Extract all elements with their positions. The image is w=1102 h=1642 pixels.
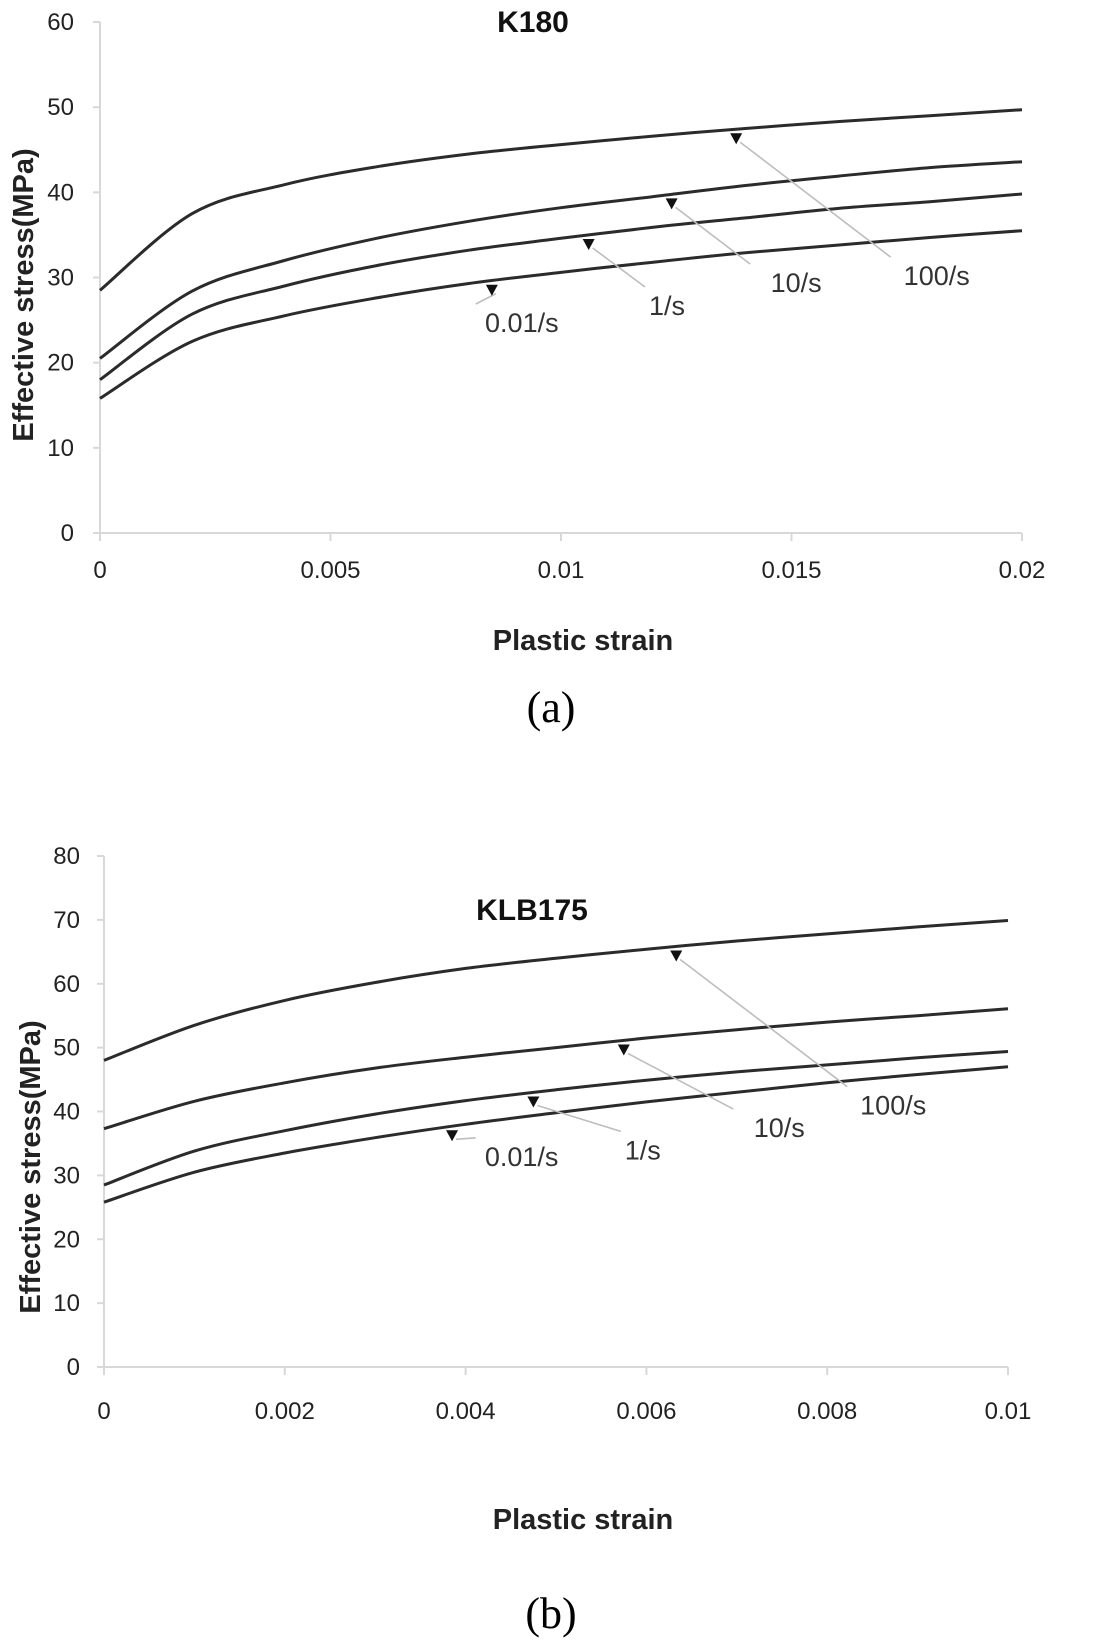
arrow-marker-1-s bbox=[582, 239, 595, 251]
leader-line-100-s bbox=[739, 141, 892, 258]
series-line-1-s bbox=[99, 192, 1023, 381]
x-axis-title: Plastic strain bbox=[493, 625, 674, 657]
series-line-0-01-s bbox=[103, 1065, 1009, 1204]
y-tick-label: 10 bbox=[53, 1290, 80, 1317]
series-line-1-s bbox=[103, 1050, 1009, 1187]
x-tick-label: 0.02 bbox=[999, 557, 1046, 584]
annotation-label-100-s: 100/s bbox=[860, 1091, 926, 1121]
chart-title: K180 bbox=[497, 6, 569, 39]
annotation-label-1-s: 1/s bbox=[649, 291, 685, 321]
annotation-label-1-s: 1/s bbox=[625, 1135, 661, 1165]
annotation-label-0-01-s: 0.01/s bbox=[485, 1142, 559, 1172]
annotation-label-100-s: 100/s bbox=[904, 261, 970, 291]
y-tick-label: 40 bbox=[47, 179, 74, 206]
panel-caption: (b) bbox=[525, 1589, 576, 1638]
y-tick-label: 60 bbox=[47, 9, 74, 36]
series-line-100-s bbox=[99, 108, 1023, 292]
x-tick-label: 0 bbox=[97, 1398, 110, 1425]
leader-line-0-01-s bbox=[475, 292, 497, 305]
leader-line-1-s bbox=[537, 1104, 622, 1133]
series-line-100-s bbox=[103, 919, 1009, 1062]
chart-title: KLB175 bbox=[476, 894, 588, 927]
arrow-marker-0-01-s bbox=[485, 284, 498, 296]
series-line-0-01-s bbox=[99, 229, 1023, 400]
arrow-marker-10-s bbox=[617, 1044, 630, 1056]
leader-line-10-s bbox=[627, 1052, 734, 1110]
x-tick-label: 0 bbox=[93, 557, 106, 584]
arrow-marker-100-s bbox=[730, 133, 743, 145]
arrow-marker-1-s bbox=[527, 1096, 540, 1108]
y-tick-label: 70 bbox=[53, 907, 80, 934]
panel-caption: (a) bbox=[527, 683, 576, 732]
x-tick-label: 0.005 bbox=[300, 557, 360, 584]
x-tick-label: 0.01 bbox=[538, 557, 585, 584]
x-tick-label: 0.01 bbox=[985, 1398, 1032, 1425]
annotation-label-0-01-s: 0.01/s bbox=[485, 308, 559, 338]
leader-line-1-s bbox=[592, 247, 646, 288]
x-tick-label: 0.015 bbox=[761, 557, 821, 584]
y-tick-label: 60 bbox=[53, 971, 80, 998]
y-tick-label: 80 bbox=[53, 843, 80, 870]
x-axis-title: Plastic strain bbox=[493, 1504, 674, 1536]
arrow-marker-100-s bbox=[670, 950, 683, 962]
series-line-10-s bbox=[103, 1007, 1009, 1131]
panel-b: KLB175 Plastic strain Effective stress(M… bbox=[15, 843, 1031, 1638]
y-tick-label: 20 bbox=[53, 1226, 80, 1253]
arrow-marker-0-01-s bbox=[446, 1130, 459, 1142]
y-tick-label: 0 bbox=[61, 520, 74, 547]
arrow-marker-10-s bbox=[665, 198, 678, 210]
y-axis-title: Effective stress(MPa) bbox=[15, 1020, 47, 1313]
x-tick-label: 0.008 bbox=[797, 1398, 857, 1425]
y-axis-title: Effective stress(MPa) bbox=[8, 148, 40, 441]
y-tick-label: 20 bbox=[47, 350, 74, 377]
y-tick-label: 40 bbox=[53, 1099, 80, 1126]
y-tick-label: 30 bbox=[47, 265, 74, 292]
series-line-10-s bbox=[99, 160, 1023, 360]
y-tick-label: 50 bbox=[53, 1035, 80, 1062]
leader-line-0-01-s bbox=[455, 1136, 476, 1141]
y-tick-label: 10 bbox=[47, 435, 74, 462]
x-tick-label: 0.002 bbox=[255, 1398, 315, 1425]
panel-a: K180 Plastic strain Effective stress(MPa… bbox=[8, 6, 1045, 732]
leader-line-100-s bbox=[679, 958, 848, 1088]
leader-line-10-s bbox=[675, 206, 751, 265]
annotation-label-10-s: 10/s bbox=[771, 268, 822, 298]
y-tick-label: 0 bbox=[67, 1354, 80, 1381]
x-tick-label: 0.004 bbox=[436, 1398, 496, 1425]
x-tick-label: 0.006 bbox=[616, 1398, 676, 1425]
y-tick-label: 30 bbox=[53, 1162, 80, 1189]
y-tick-label: 50 bbox=[47, 94, 74, 121]
annotation-label-10-s: 10/s bbox=[754, 1113, 805, 1143]
